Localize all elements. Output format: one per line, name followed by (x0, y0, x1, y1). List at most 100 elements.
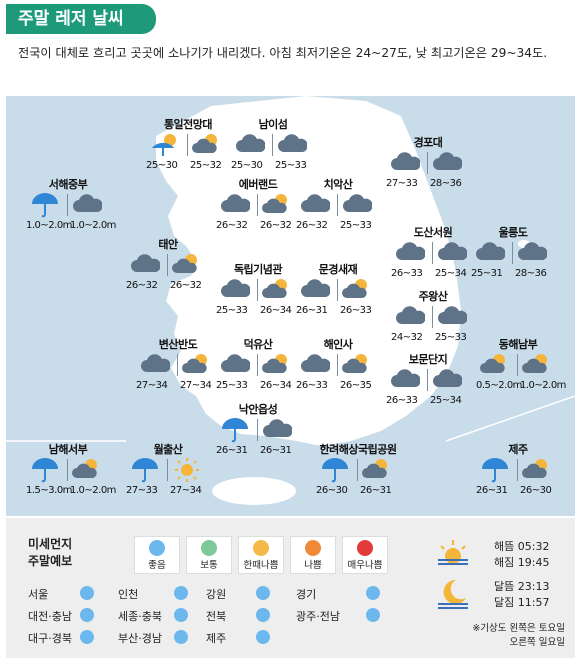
dust-good-icon (80, 630, 94, 644)
moon-icon (438, 579, 468, 609)
cloud-icon (72, 192, 103, 218)
dust-good-icon (174, 630, 188, 644)
saturday-value: 0.5~2.0m (476, 380, 522, 391)
divider (517, 459, 518, 481)
location-20: 한려해상국립공원 26~30 26~31 (316, 441, 400, 505)
moonrise-time: 달뜸 23:13 (494, 580, 550, 593)
sunrise-time: 해뜸 05:32 (494, 540, 550, 553)
cloud-icon (395, 304, 426, 330)
dust-face-icon (305, 540, 321, 556)
dust-good-icon (174, 586, 188, 600)
divider (432, 242, 433, 264)
location-name: 울릉도 (498, 226, 528, 239)
partly-cloudy-icon (262, 352, 292, 378)
saturday-value: 26~33 (386, 395, 418, 406)
cloud-icon (437, 240, 468, 266)
sun-rain-icon (150, 132, 180, 162)
saturday-value: 24~32 (391, 332, 423, 343)
umbrella-icon (30, 457, 60, 487)
divider (517, 354, 518, 376)
saturday-value: 26~33 (296, 380, 328, 391)
dust-region-name: 대전·충남 (28, 610, 72, 623)
location-8: 울릉도 25~31 28~36 (471, 224, 555, 288)
divider (427, 369, 428, 391)
dust-good-icon (256, 608, 270, 622)
location-5: 치악산 26~32 25~33 (296, 176, 380, 240)
cloud-icon (140, 352, 171, 378)
dust-region-name: 부산·경남 (118, 632, 162, 645)
moonset-time: 달짐 11:57 (494, 596, 550, 609)
divider (272, 134, 273, 156)
saturday-value: 27~33 (126, 485, 158, 496)
divider (67, 194, 68, 216)
location-21: 제주 26~31 26~30 (476, 441, 560, 505)
cloud-icon (390, 367, 421, 393)
location-15: 보문단지 26~33 25~34 (386, 351, 470, 415)
cloud-icon (235, 132, 266, 158)
saturday-value: 27~33 (386, 178, 418, 189)
partly-cloudy-icon (522, 457, 552, 483)
divider (427, 152, 428, 174)
location-name: 태안 (158, 238, 178, 251)
location-name: 해인사 (323, 338, 353, 351)
divider (357, 459, 358, 481)
location-7: 도산서원 26~33 25~34 (391, 224, 475, 288)
dust-good-icon (366, 608, 380, 622)
sunday-value: 25~33 (275, 160, 307, 171)
location-11: 주왕산 24~32 25~33 (391, 288, 475, 352)
dust-face-icon (201, 540, 217, 556)
cloud-icon (432, 150, 463, 176)
cloud-icon (220, 192, 251, 218)
location-name: 덕유산 (243, 338, 273, 351)
partly-cloudy-icon (72, 457, 102, 483)
saturday-value: 25~30 (146, 160, 178, 171)
saturday-value: 26~32 (126, 280, 158, 291)
cloud-icon (342, 192, 373, 218)
cloud-icon (517, 240, 548, 266)
dust-legend-item: 보통 (186, 536, 232, 574)
cloud-icon (437, 304, 468, 330)
location-16: 동해남부 0.5~2.0m 1.0~2.0m (476, 336, 566, 400)
sunday-value: 28~36 (515, 268, 547, 279)
sunday-value: 26~31 (260, 445, 292, 456)
cloud-icon (220, 277, 251, 303)
saturday-value: 1.0~2.0m (26, 220, 72, 231)
sunday-value: 26~31 (360, 485, 392, 496)
sunday-value: 25~32 (190, 160, 222, 171)
location-6: 태안 26~32 26~32 (126, 236, 210, 300)
sunday-value: 25~33 (340, 220, 372, 231)
location-name: 한려해상국립공원 (319, 443, 397, 456)
location-name: 통일전망대 (163, 118, 213, 131)
dust-face-icon (357, 540, 373, 556)
cloud-icon (390, 150, 421, 176)
dust-good-icon (256, 630, 270, 644)
saturday-value: 25~30 (231, 160, 263, 171)
location-name: 에버랜드 (238, 178, 278, 191)
dust-region-name: 경기 (296, 588, 317, 601)
location-17: 낙안읍성 26~31 26~31 (216, 401, 300, 465)
divider (167, 459, 168, 481)
location-name: 치악산 (323, 178, 353, 191)
location-name: 서해중부 (48, 178, 88, 191)
location-1: 남이섬 25~30 25~33 (231, 116, 315, 180)
location-name: 동해남부 (498, 338, 538, 351)
sunday-value: 28~36 (430, 178, 462, 189)
saturday-value: 26~33 (391, 268, 423, 279)
dust-legend-item: 나쁨 (290, 536, 336, 574)
divider (187, 134, 188, 156)
location-name: 변산반도 (158, 338, 198, 351)
sunday-value: 26~34 (260, 305, 292, 316)
dust-region-name: 인천 (118, 588, 139, 601)
saturday-value: 26~31 (476, 485, 508, 496)
cloud-icon (277, 132, 308, 158)
location-name: 독립기념관 (233, 263, 283, 276)
weather-map: 통일전망대 25~30 25~32 남이섬 25~30 25~33 경포대 27… (6, 96, 575, 516)
dust-good-icon (80, 586, 94, 600)
sunday-value: 26~35 (340, 380, 372, 391)
cloud-icon (130, 252, 161, 278)
divider (337, 279, 338, 301)
dust-region-name: 강원 (206, 588, 227, 601)
umbrella-icon (480, 457, 510, 487)
location-2: 경포대 27~33 28~36 (386, 134, 470, 198)
location-name: 보문단지 (408, 353, 448, 366)
